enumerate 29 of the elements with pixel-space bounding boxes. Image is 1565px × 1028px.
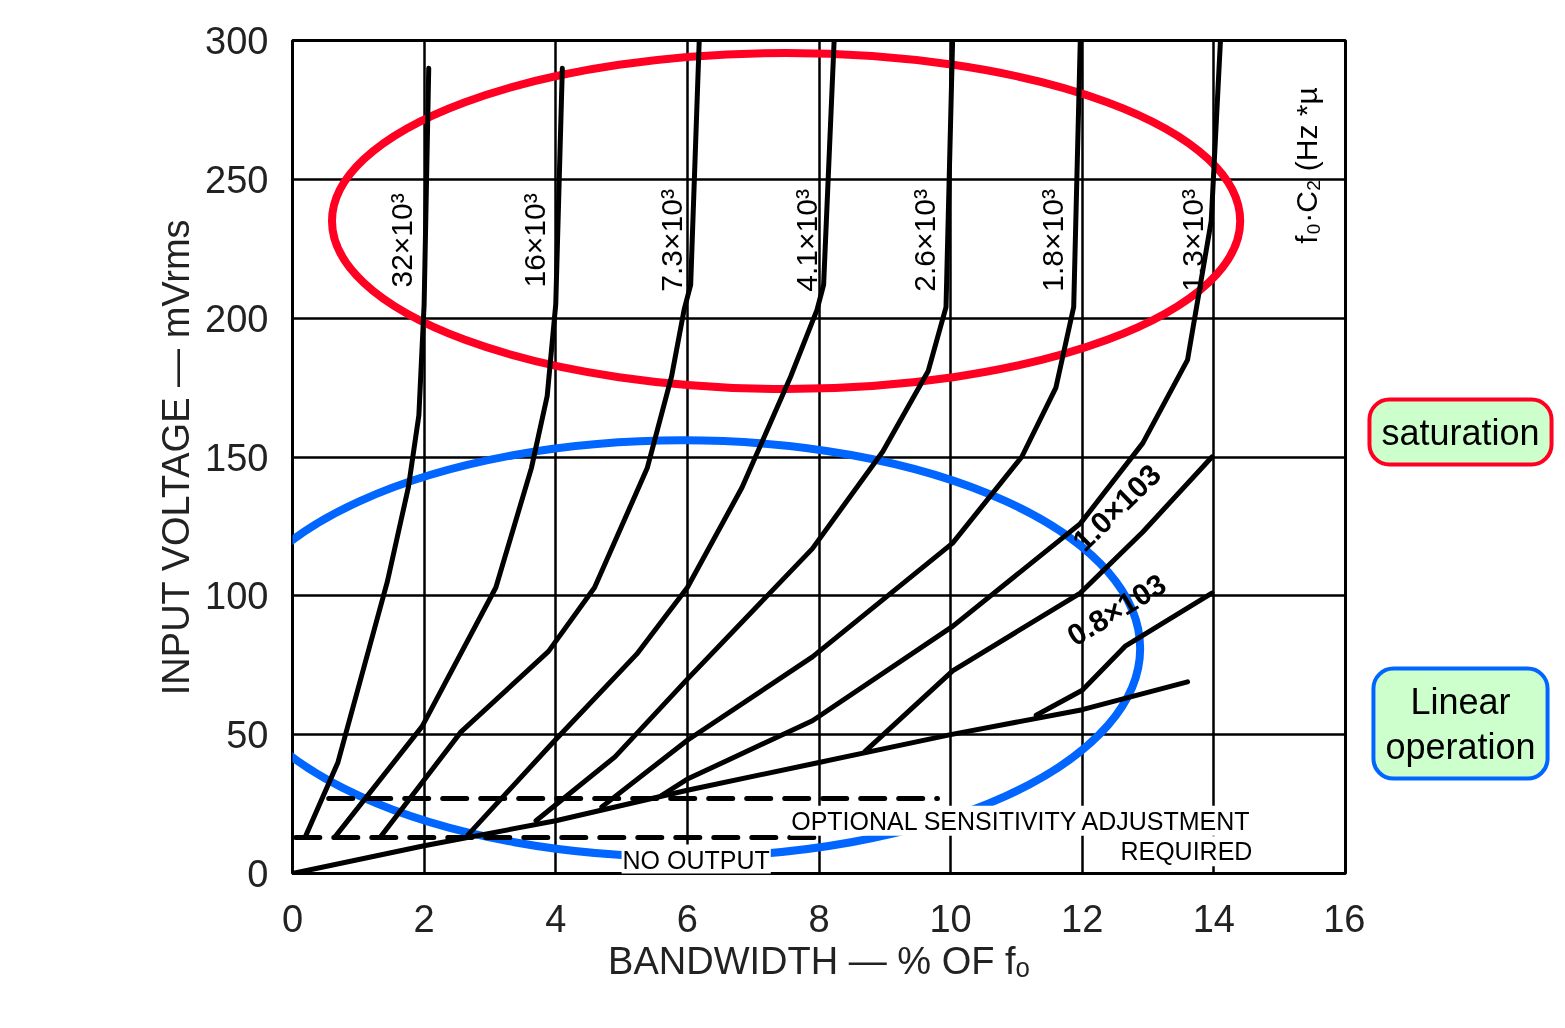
text: 16×10³	[518, 193, 552, 288]
y-tick-label: 200	[205, 297, 269, 340]
y-tick-label: 150	[205, 436, 269, 479]
x-tick-label: 10	[929, 897, 972, 940]
text: 1.8×10³	[1036, 189, 1070, 292]
y-tick-label: 100	[205, 575, 269, 618]
x-tick-label: 8	[808, 897, 830, 940]
x-tick-label: 16	[1323, 897, 1366, 940]
annotation: f₀·C₂ (Hz *µ	[1289, 87, 1323, 244]
text: 32×10³	[384, 193, 418, 288]
x-tick-label: 14	[1192, 897, 1236, 940]
y-tick-label: 300	[205, 20, 269, 62]
x-tick-label: 2	[413, 897, 435, 940]
text: 4.1×10³	[790, 189, 823, 292]
text: saturation	[1381, 411, 1540, 453]
y-tick-label: 50	[226, 714, 269, 757]
x-tick-label: 4	[545, 897, 567, 940]
y-tick-label: 0	[247, 853, 269, 895]
annotation: OPTIONAL SENSITIVITY ADJUSTMENT REQUIRED	[791, 806, 1253, 866]
text: 2.6×10³	[908, 189, 942, 292]
x-tick-label: 6	[676, 897, 698, 940]
y-tick-label: 250	[205, 158, 269, 201]
text: 7.3×10³	[655, 189, 689, 292]
x-tick-label: 12	[1061, 897, 1104, 940]
annotation: NO OUTPUT	[622, 845, 770, 874]
text: Linear operation	[1385, 680, 1536, 767]
x-axis-title: BANDWIDTH — % OF fₒ	[608, 939, 1030, 982]
y-axis-title: INPUT VOLTAGE — mVrms	[155, 219, 198, 696]
x-tick-label: 0	[281, 897, 304, 940]
